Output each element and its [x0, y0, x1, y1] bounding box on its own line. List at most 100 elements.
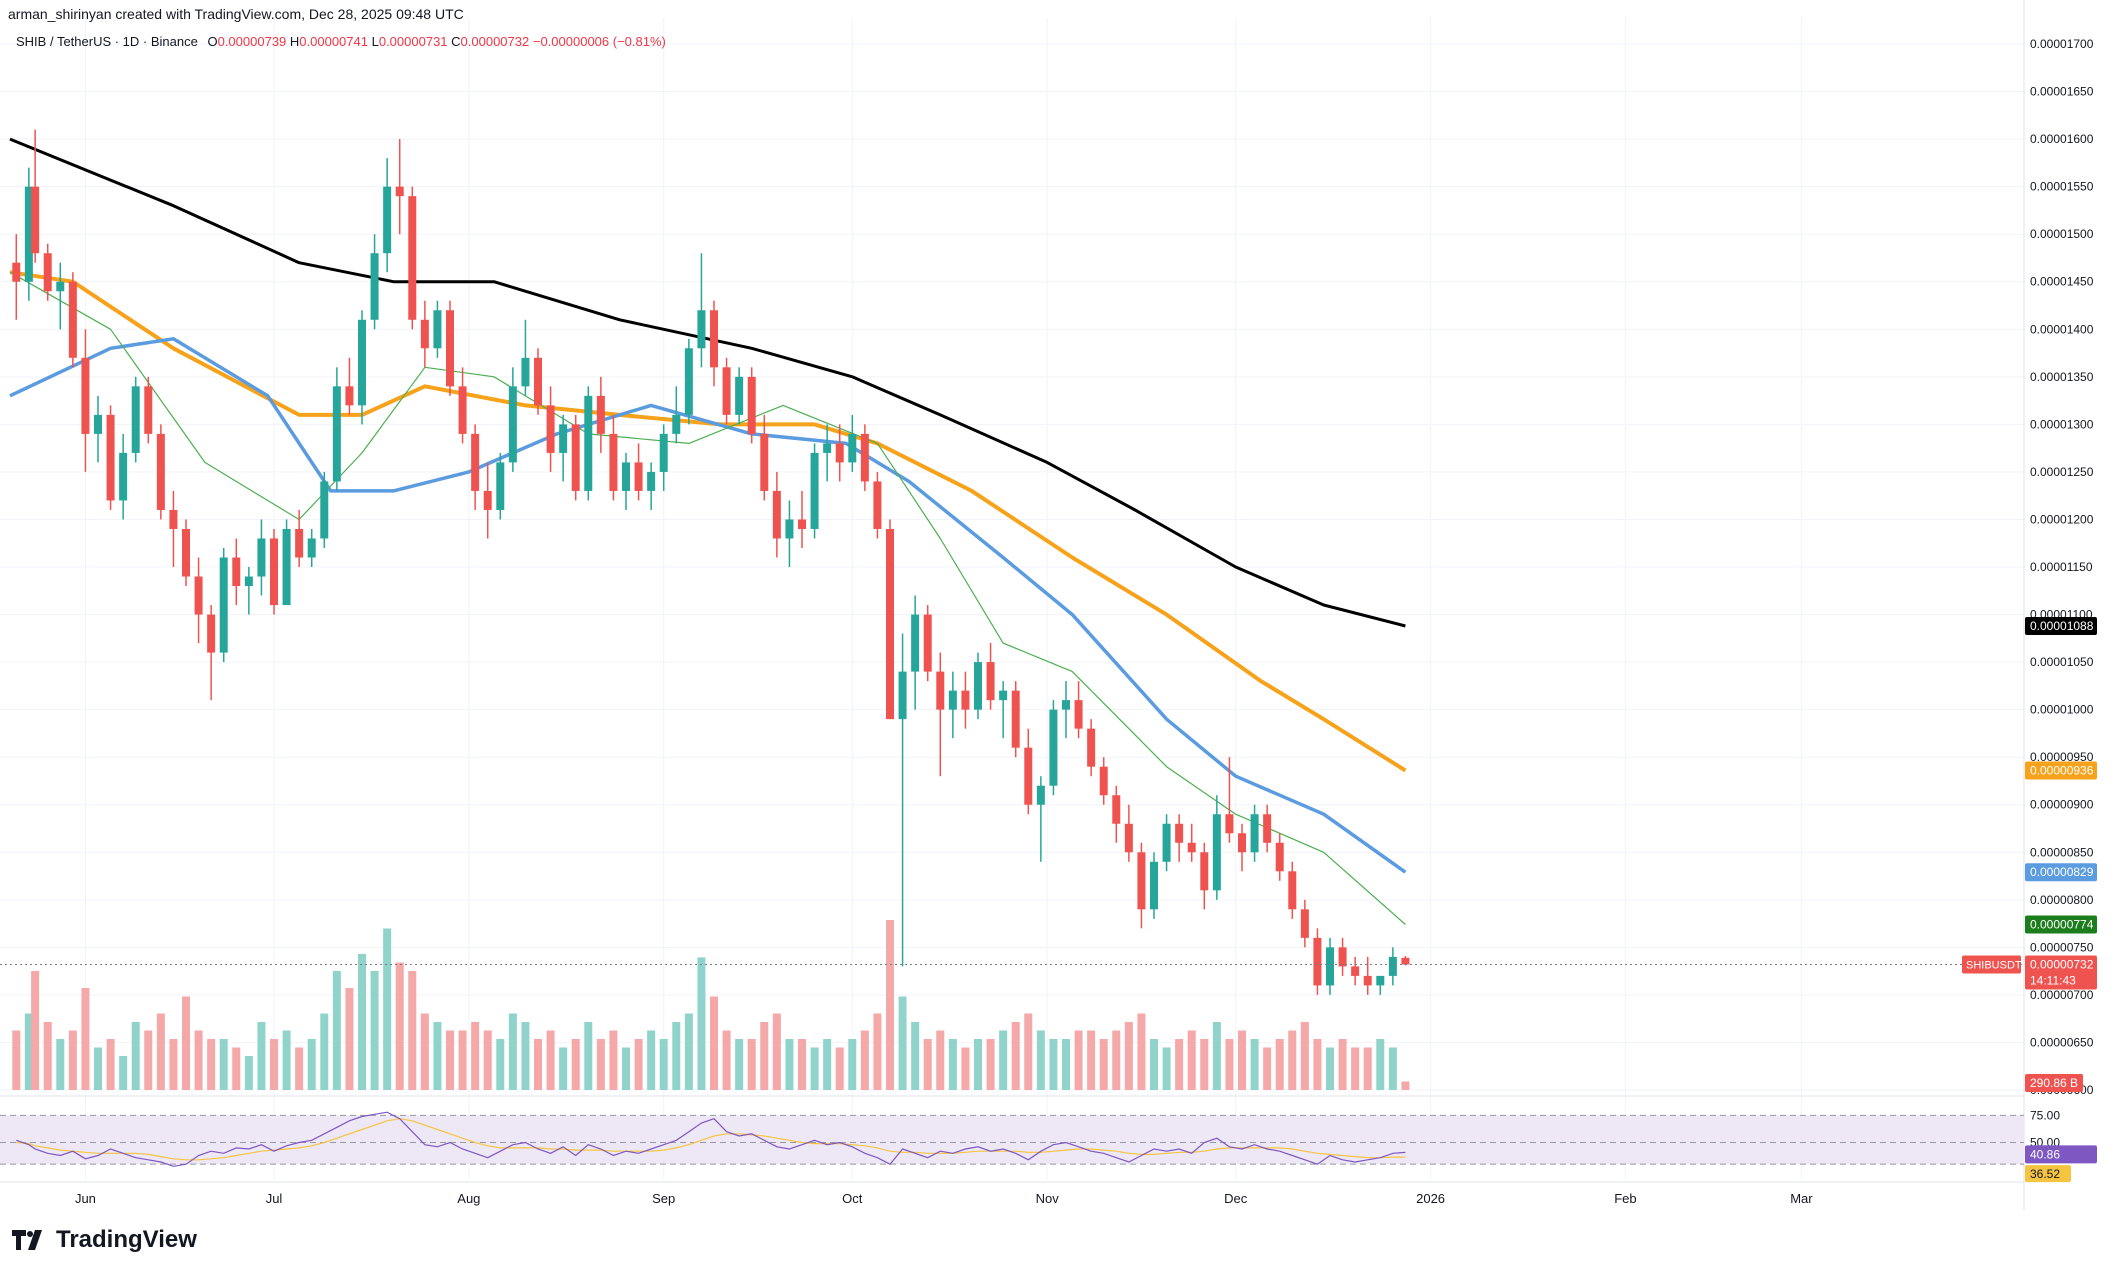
volume-bar — [785, 1039, 794, 1090]
moving-averages — [9, 137, 1407, 925]
candle-body — [420, 319, 429, 349]
volume-bar — [194, 1030, 203, 1090]
price-tick-label: 0.00001250 — [2030, 465, 2094, 479]
volume-bar — [584, 1022, 593, 1090]
price-tick-label: 0.00001200 — [2030, 512, 2094, 526]
price-tick-label: 0.00001150 — [2030, 560, 2093, 574]
volume-bar — [999, 1030, 1008, 1090]
ohlc-values: O0.00000739 H0.00000741 L0.00000731 C0.0… — [207, 34, 665, 49]
symbol-title: SHIB / TetherUS · 1D · Binance — [16, 34, 198, 49]
candle-body — [56, 281, 65, 292]
volume-bar — [1313, 1039, 1322, 1090]
volume-bar — [596, 1039, 605, 1090]
candle-body — [383, 186, 392, 254]
volume-bar — [496, 1039, 505, 1090]
volume-bar — [886, 920, 894, 1090]
last-price-badge: 0.00000732 14:11:43 — [2025, 955, 2097, 990]
volume-bar — [1150, 1039, 1158, 1090]
price-axis[interactable]: 0.00001700 0.00001650 0.00001600 0.00001550… — [2030, 37, 2094, 1149]
candle-body — [12, 262, 21, 282]
volume-bar — [1238, 1030, 1246, 1090]
volume-bar — [232, 1047, 241, 1090]
open-value: 0.00000739 — [217, 34, 287, 49]
volume-bar — [257, 1022, 266, 1090]
volume-bar — [974, 1039, 982, 1090]
candle-body — [131, 386, 140, 453]
rsi-ma-badge-text: 36.52 — [2030, 1167, 2060, 1181]
candle-body — [94, 414, 102, 434]
volume-bar — [1338, 1039, 1347, 1090]
candle-body — [760, 433, 769, 491]
volume-bar — [571, 1039, 580, 1090]
rsi-line — [16, 1111, 1406, 1167]
candle-body — [596, 395, 605, 434]
candle-body — [810, 452, 819, 529]
volume-bar — [144, 1030, 153, 1090]
time-tick-label: Jul — [266, 1191, 283, 1206]
candle-body — [898, 671, 907, 720]
open-label: O — [207, 34, 218, 49]
candle-body — [1087, 728, 1096, 767]
candle-body — [270, 538, 278, 606]
price-tick-label: 0.00001600 — [2030, 132, 2094, 146]
last-price-text: 0.00000732 — [2030, 957, 2094, 971]
last-price-bg — [2025, 955, 2097, 990]
symbol-tag: SHIBUSDT — [1962, 955, 2022, 974]
volume-bar — [508, 1013, 517, 1090]
volume-bar — [622, 1047, 630, 1090]
volume-bar — [56, 1039, 65, 1090]
volume-bar — [735, 1039, 744, 1090]
ma-price-badge-text: 0.00000829 — [2030, 865, 2094, 879]
volume-bar — [722, 1030, 731, 1090]
volume-bar — [1326, 1047, 1334, 1090]
ma20-line — [9, 271, 1406, 925]
close-value: 0.00000732 — [460, 34, 530, 49]
candle-body — [295, 528, 304, 558]
volume-bar — [131, 1022, 140, 1090]
rsi-panel — [0, 1111, 2024, 1167]
countdown-text: 14:11:43 — [2030, 973, 2076, 987]
volume-bar — [471, 1022, 480, 1090]
candle-body — [1124, 823, 1133, 853]
volume-bar — [1162, 1047, 1171, 1090]
candle-body — [156, 433, 165, 510]
time-tick-label: Mar — [1790, 1191, 1813, 1206]
ma-price-badge-bg — [2025, 915, 2097, 934]
volume-bar — [106, 1039, 115, 1090]
candle-body — [408, 196, 417, 320]
price-tick-label: 0.00001400 — [2030, 322, 2094, 336]
volume-bar — [1300, 1022, 1309, 1090]
candle-body — [546, 405, 555, 453]
volume-bar — [1225, 1039, 1234, 1090]
candle-body — [747, 376, 756, 434]
price-tick-label: 0.00001500 — [2030, 227, 2094, 241]
volume-bar — [634, 1039, 643, 1090]
candle-body — [282, 528, 291, 606]
ma-price-badge-bg — [2025, 863, 2097, 882]
candle-body — [584, 395, 593, 491]
volume-bar — [1212, 1022, 1221, 1090]
volume-bar — [647, 1030, 656, 1090]
volume-bar — [898, 996, 907, 1090]
candlesticks — [0, 129, 2024, 995]
volume-bar — [1124, 1022, 1133, 1090]
volume-bar — [860, 1030, 869, 1090]
candle-body — [358, 319, 366, 406]
volume-bar — [911, 1022, 920, 1090]
price-tick-label: 0.00001350 — [2030, 370, 2094, 384]
candle-body — [508, 386, 517, 463]
time-tick-label: Jun — [75, 1191, 96, 1206]
tradingview-logo[interactable]: TradingView — [12, 1226, 197, 1254]
volume-bar — [1200, 1039, 1209, 1090]
volume-bar — [307, 1039, 316, 1090]
price-tick-label: 0.00000900 — [2030, 798, 2094, 812]
time-axis[interactable]: Jun Jul Aug Sep Oct Nov Dec 2026 Feb Mar — [75, 1191, 1813, 1206]
candle-body — [1363, 975, 1372, 986]
ma-price-badge-text: 0.00001088 — [2030, 619, 2094, 633]
price-tick-label: 0.00000750 — [2030, 940, 2094, 954]
volume-badge-text: 290.86 B — [2030, 1076, 2078, 1090]
price-tick-label: 0.00001050 — [2030, 655, 2094, 669]
candle-body — [257, 538, 266, 577]
volume-bar — [320, 1013, 329, 1090]
